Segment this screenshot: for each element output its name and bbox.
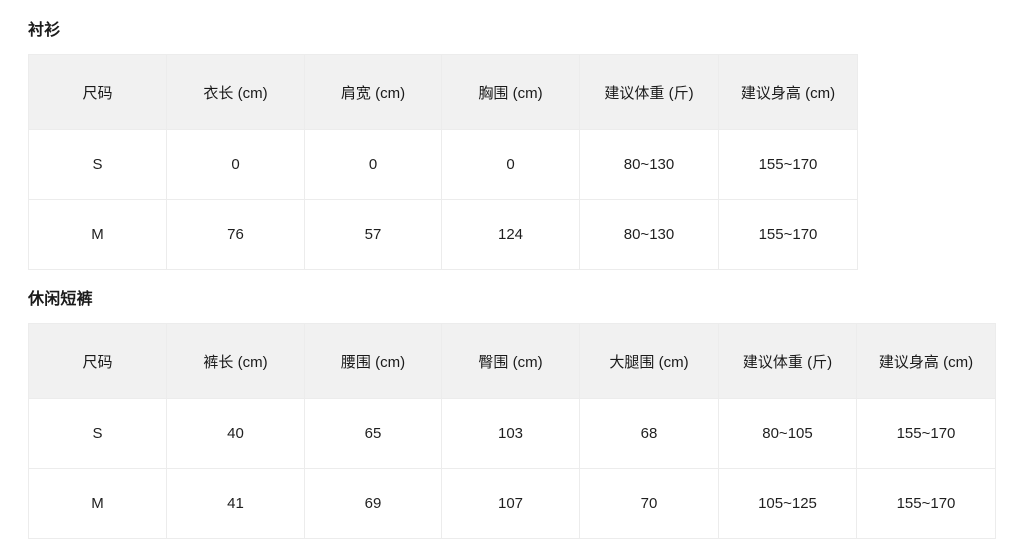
table-row: S 0 0 0 80~130 155~170 — [28, 129, 858, 200]
cell-size: S — [28, 398, 167, 469]
cell-length: 0 — [166, 129, 305, 200]
column-header-hip: 臀围 (cm) — [441, 323, 580, 399]
column-header-size: 尺码 — [28, 323, 167, 399]
cell-size: M — [28, 199, 167, 270]
cell-waist: 69 — [304, 468, 442, 539]
cell-height: 155~170 — [718, 129, 858, 200]
column-header-inseam: 裤长 (cm) — [166, 323, 305, 399]
cell-inseam: 40 — [166, 398, 305, 469]
cell-bust: 0 — [441, 129, 580, 200]
table-header-shirt: 尺码 衣长 (cm) 肩宽 (cm) 胸围 (cm) 建议体重 (斤) 建议身高… — [28, 54, 858, 130]
size-table-shirt: 尺码 衣长 (cm) 肩宽 (cm) 胸围 (cm) 建议体重 (斤) 建议身高… — [28, 54, 858, 270]
table-row: M 41 69 107 70 105~125 155~170 — [28, 468, 996, 539]
column-header-weight: 建议体重 (斤) — [579, 54, 719, 130]
cell-hip: 103 — [441, 398, 580, 469]
cell-shoulder: 0 — [304, 129, 442, 200]
cell-weight: 105~125 — [718, 468, 857, 539]
table-header-row: 尺码 衣长 (cm) 肩宽 (cm) 胸围 (cm) 建议体重 (斤) 建议身高… — [28, 54, 858, 130]
cell-height: 155~170 — [718, 199, 858, 270]
size-section-shirt: 衬衫 尺码 衣长 (cm) 肩宽 (cm) 胸围 (cm) 建议体重 (斤) 建… — [28, 0, 996, 270]
column-header-waist: 腰围 (cm) — [304, 323, 442, 399]
table-header-row: 尺码 裤长 (cm) 腰围 (cm) 臀围 (cm) 大腿围 (cm) 建议体重… — [28, 323, 996, 399]
table-header-shorts: 尺码 裤长 (cm) 腰围 (cm) 臀围 (cm) 大腿围 (cm) 建议体重… — [28, 323, 996, 399]
cell-size: S — [28, 129, 167, 200]
cell-height: 155~170 — [856, 398, 996, 469]
size-table-shorts: 尺码 裤长 (cm) 腰围 (cm) 臀围 (cm) 大腿围 (cm) 建议体重… — [28, 323, 996, 539]
column-header-size: 尺码 — [28, 54, 167, 130]
table-body-shirt: S 0 0 0 80~130 155~170 M 76 57 124 80~13… — [28, 129, 858, 270]
cell-length: 76 — [166, 199, 305, 270]
cell-waist: 65 — [304, 398, 442, 469]
column-header-length: 衣长 (cm) — [166, 54, 305, 130]
column-header-thigh: 大腿围 (cm) — [579, 323, 719, 399]
table-body-shorts: S 40 65 103 68 80~105 155~170 M 41 69 10… — [28, 398, 996, 539]
cell-thigh: 68 — [579, 398, 719, 469]
section-title-shirt: 衬衫 — [28, 22, 61, 39]
cell-size: M — [28, 468, 167, 539]
cell-weight: 80~130 — [579, 199, 719, 270]
cell-bust: 124 — [441, 199, 580, 270]
table-row: M 76 57 124 80~130 155~170 — [28, 199, 858, 270]
column-header-shoulder: 肩宽 (cm) — [304, 54, 442, 130]
column-header-height: 建议身高 (cm) — [718, 54, 858, 130]
column-header-bust: 胸围 (cm) — [441, 54, 580, 130]
table-row: S 40 65 103 68 80~105 155~170 — [28, 398, 996, 469]
cell-weight: 80~105 — [718, 398, 857, 469]
cell-inseam: 41 — [166, 468, 305, 539]
section-title-shorts: 休闲短裤 — [28, 291, 93, 308]
cell-thigh: 70 — [579, 468, 719, 539]
column-header-weight: 建议体重 (斤) — [718, 323, 857, 399]
column-header-height: 建议身高 (cm) — [856, 323, 996, 399]
cell-hip: 107 — [441, 468, 580, 539]
cell-height: 155~170 — [856, 468, 996, 539]
cell-weight: 80~130 — [579, 129, 719, 200]
size-section-shorts: 休闲短裤 尺码 裤长 (cm) 腰围 (cm) 臀围 (cm) 大腿围 (cm)… — [28, 270, 996, 539]
cell-shoulder: 57 — [304, 199, 442, 270]
